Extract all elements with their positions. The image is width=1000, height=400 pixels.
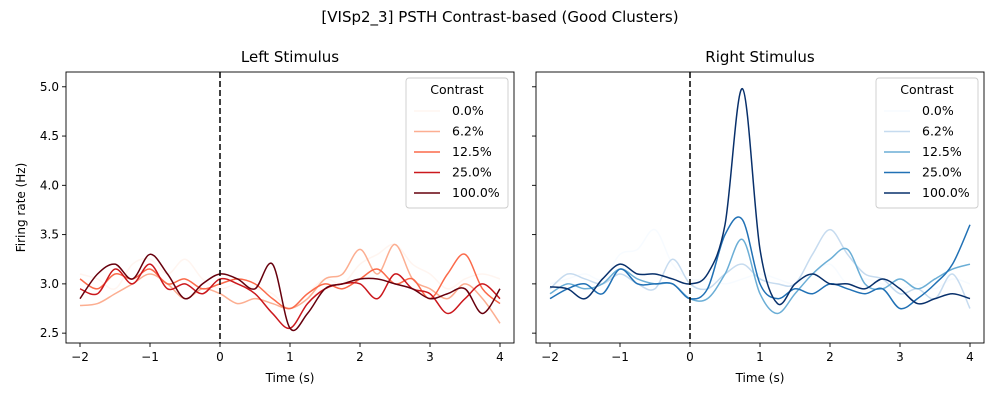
x-tick-label: 3 [896, 350, 904, 364]
series-line-25-0pct [79, 263, 501, 330]
legend-label: 6.2% [452, 124, 484, 139]
x-tick-label: 1 [286, 350, 294, 364]
panel-title: Left Stimulus [241, 48, 339, 66]
legend-label: 12.5% [922, 144, 962, 159]
figure-suptitle: [VISp2_3] PSTH Contrast-based (Good Clus… [321, 8, 678, 27]
y-tick-label: 3.5 [40, 228, 59, 242]
legend-label: 0.0% [452, 103, 484, 118]
legend: Contrast 0.0% 6.2% 12.5% 25.0% 100.0% [405, 77, 509, 209]
legend: Contrast 0.0% 6.2% 12.5% 25.0% 100.0% [875, 77, 979, 209]
x-tick-label: 0 [216, 350, 224, 364]
x-tick-label: −1 [141, 350, 159, 364]
x-axis-label: Time (s) [265, 371, 315, 385]
series-line-6-2pct [549, 228, 971, 309]
legend-label: 100.0% [452, 185, 500, 200]
x-tick-label: 0 [686, 350, 694, 364]
series-group [549, 87, 971, 315]
series-line-6-2pct [79, 243, 501, 324]
legend-label: 25.0% [452, 165, 492, 180]
legend-title: Contrast [430, 82, 484, 97]
panel-right-stimulus: Right Stimulus −2 −1 0 1 2 3 4 Time (s) Contrast 0… [532, 48, 985, 385]
x-tick-label: 2 [356, 350, 364, 364]
y-tick-label: 4.0 [40, 178, 59, 192]
legend-label: 0.0% [922, 103, 954, 118]
x-tick-label: 4 [966, 350, 974, 364]
y-tick-label: 4.5 [40, 129, 59, 143]
legend-label: 6.2% [922, 124, 954, 139]
x-tick-label: 4 [496, 350, 504, 364]
y-axis-label: Firing rate (Hz) [14, 163, 28, 253]
x-tick-label: 3 [426, 350, 434, 364]
x-axis-label: Time (s) [735, 371, 785, 385]
series-line-100-0pct [549, 87, 971, 306]
x-tick-label: 1 [756, 350, 764, 364]
series-line-0-0pct [549, 228, 971, 290]
x-tick-label: −1 [611, 350, 629, 364]
x-tick-label: −2 [541, 350, 559, 364]
panel-title: Right Stimulus [705, 48, 815, 66]
legend-label: 100.0% [922, 185, 970, 200]
y-tick-label: 3.0 [40, 277, 59, 291]
series-line-25-0pct [549, 216, 971, 310]
legend-label: 12.5% [452, 144, 492, 159]
legend-label: 25.0% [922, 165, 962, 180]
y-tick-label: 2.5 [40, 326, 59, 340]
x-tick-label: −2 [71, 350, 89, 364]
series-group [79, 243, 501, 332]
x-tick-label: 2 [826, 350, 834, 364]
y-tick-label: 5.0 [40, 80, 59, 94]
series-line-100-0pct [79, 253, 501, 332]
panel-left-stimulus: Left Stimulus −2 −1 0 1 2 3 4 2.5 3.0 3.5 4.0 4.5 5.0… [14, 48, 515, 385]
legend-title: Contrast [900, 82, 954, 97]
